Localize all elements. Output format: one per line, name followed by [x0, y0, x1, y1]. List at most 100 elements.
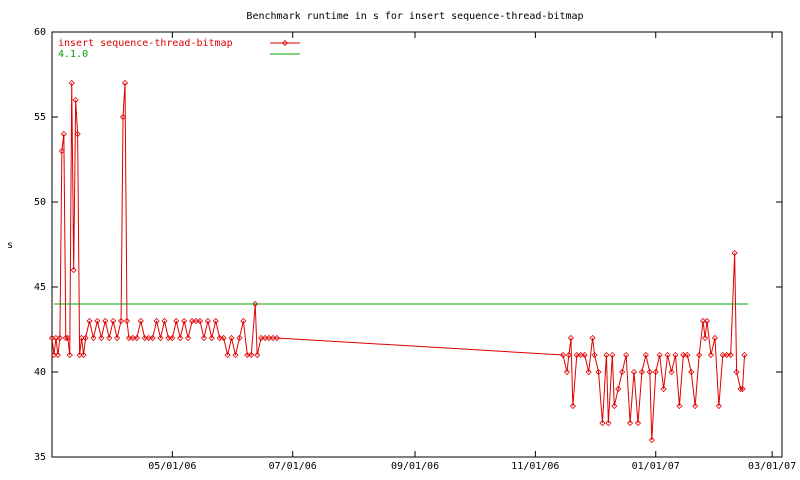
point — [652, 368, 659, 376]
point — [62, 334, 69, 342]
point — [196, 317, 204, 325]
y-axis-label: s — [7, 240, 13, 251]
point — [66, 351, 73, 359]
point — [220, 334, 227, 342]
point — [52, 334, 60, 342]
point — [117, 317, 125, 325]
point — [236, 334, 243, 342]
legend-marker — [281, 39, 289, 47]
x-tick-label: 03/01/07 — [748, 461, 796, 472]
point — [114, 334, 121, 342]
point — [82, 334, 89, 342]
point — [177, 334, 184, 342]
point — [715, 402, 722, 410]
point — [638, 368, 645, 376]
point — [727, 351, 734, 359]
point — [646, 368, 653, 376]
point — [731, 249, 738, 257]
point — [739, 385, 746, 393]
point — [50, 351, 58, 359]
legend-label: 4.1.0 — [58, 49, 88, 60]
point — [252, 300, 259, 308]
point — [254, 351, 261, 359]
point — [70, 266, 77, 274]
point — [627, 419, 634, 427]
x-tick-label: 11/01/06 — [511, 461, 559, 472]
point — [711, 334, 718, 342]
point — [684, 351, 691, 359]
point — [192, 317, 200, 325]
point — [700, 317, 707, 325]
point — [719, 351, 726, 359]
point — [157, 334, 164, 342]
point — [737, 385, 744, 393]
point — [200, 334, 207, 342]
point — [741, 351, 748, 359]
point — [605, 419, 612, 427]
point — [680, 351, 687, 359]
point — [559, 351, 567, 359]
x-tick-label: 07/01/06 — [269, 461, 317, 472]
point — [585, 368, 592, 376]
point — [589, 334, 596, 342]
point — [228, 334, 235, 342]
point — [137, 317, 144, 325]
series-line — [51, 82, 746, 441]
point — [145, 334, 152, 342]
point — [212, 317, 219, 325]
point — [707, 351, 715, 359]
point — [595, 368, 602, 376]
point — [609, 351, 616, 359]
point — [125, 334, 133, 342]
point — [688, 368, 695, 376]
point — [262, 334, 269, 342]
y-tick-label: 60 — [34, 27, 46, 38]
point — [265, 334, 273, 342]
point — [58, 147, 65, 155]
point — [664, 351, 671, 359]
x-tick-label: 05/01/06 — [148, 461, 196, 472]
point — [54, 351, 61, 359]
point — [569, 402, 576, 410]
legend-label: insert sequence-thread-bitmap — [58, 38, 233, 49]
point — [240, 317, 247, 325]
point — [573, 351, 580, 359]
y-tick-label: 45 — [34, 282, 46, 293]
point — [273, 334, 280, 342]
point — [94, 317, 101, 325]
point — [723, 351, 730, 359]
point — [692, 402, 699, 410]
point — [208, 334, 215, 342]
y-tick-label: 35 — [34, 452, 46, 463]
point — [232, 351, 239, 359]
point — [611, 402, 618, 410]
point — [48, 334, 56, 342]
point — [161, 317, 168, 325]
point — [634, 419, 642, 427]
point — [181, 317, 188, 325]
point — [591, 351, 598, 359]
point — [74, 130, 81, 138]
point — [672, 351, 679, 359]
point — [216, 334, 223, 342]
point — [173, 317, 180, 325]
point — [668, 368, 675, 376]
point — [733, 368, 740, 376]
point — [660, 385, 667, 393]
point — [619, 368, 626, 376]
point — [129, 334, 136, 342]
x-tick-label: 09/01/06 — [391, 461, 439, 472]
point — [165, 334, 172, 342]
chart-title: Benchmark runtime in s for insert sequen… — [246, 11, 583, 22]
point — [76, 351, 83, 359]
point — [656, 351, 663, 359]
point — [581, 351, 588, 359]
point — [121, 79, 129, 87]
point — [577, 351, 584, 359]
point — [110, 317, 117, 325]
point — [106, 334, 113, 342]
point — [189, 317, 196, 325]
point — [68, 79, 75, 87]
point — [119, 113, 127, 121]
